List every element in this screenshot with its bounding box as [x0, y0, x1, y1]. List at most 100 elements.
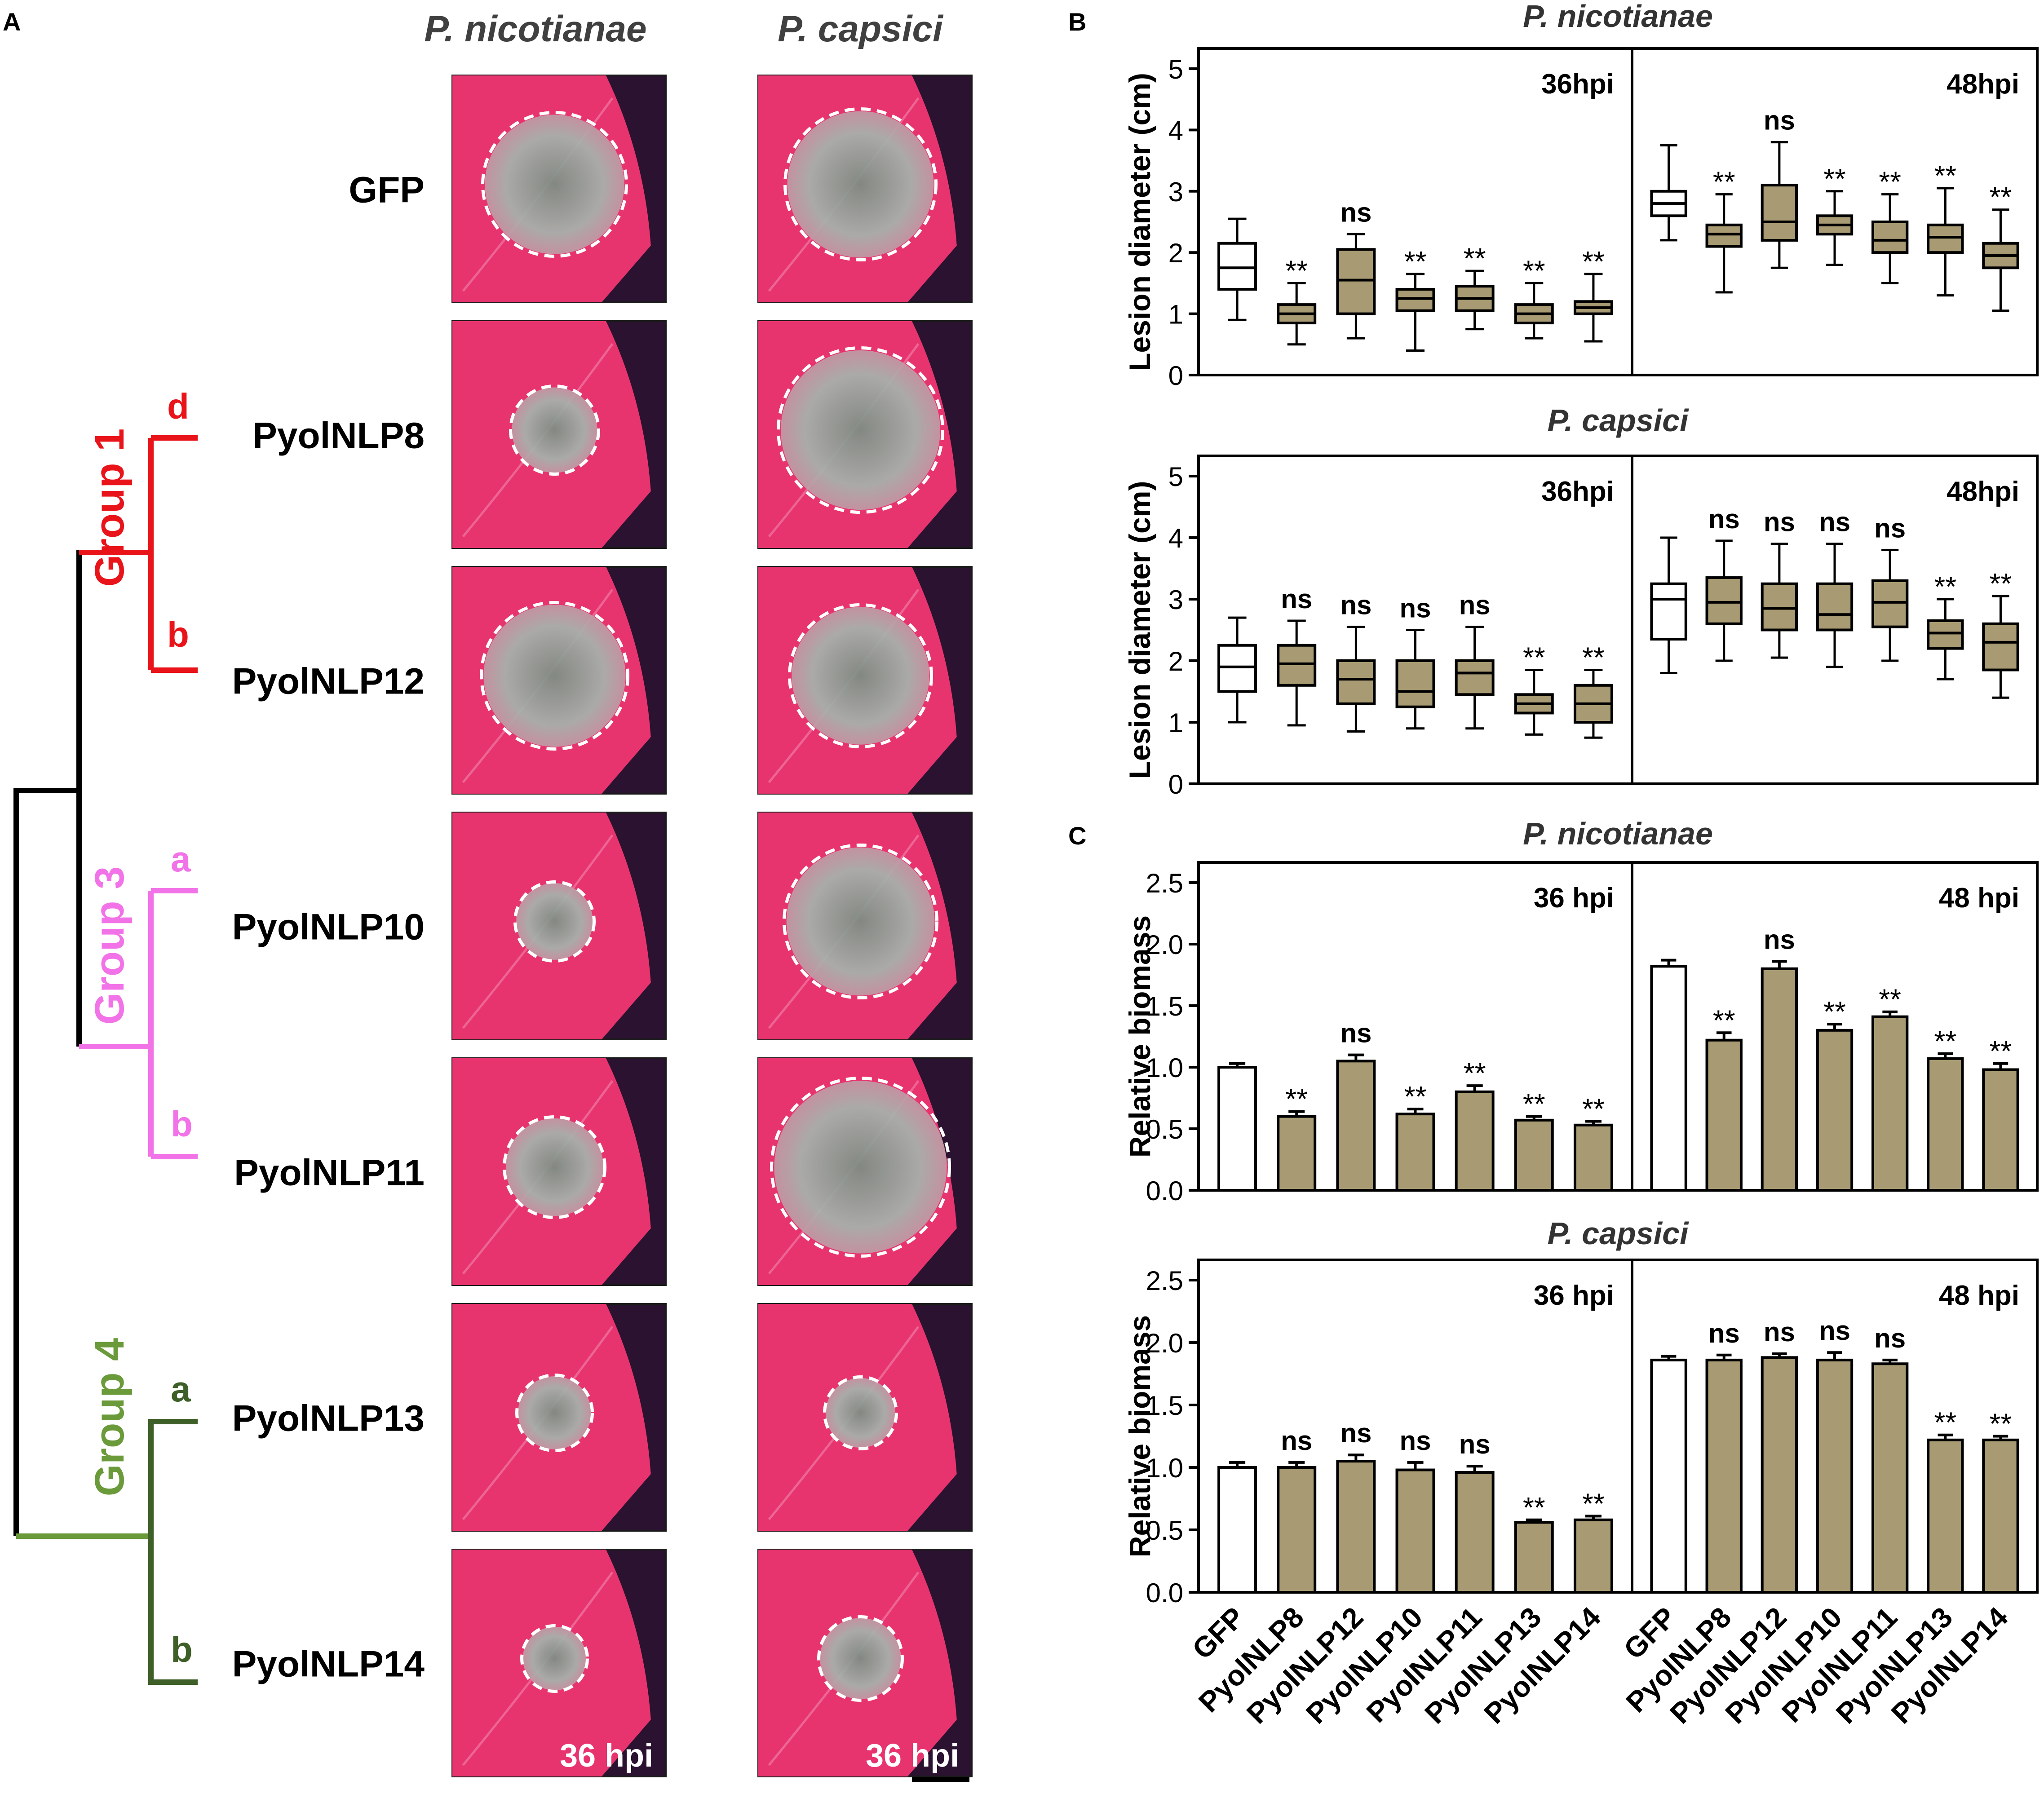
significance-pyolnlp12: ns: [1340, 197, 1372, 227]
significance-pyolnlp11: ns: [1459, 590, 1491, 620]
box-pyolnlp11: [1455, 659, 1495, 696]
error-bar-pyolnlp12: [1348, 1453, 1364, 1462]
leaf-photo-nicotianae-pyolnlp11: [451, 1057, 667, 1286]
significance-pyolnlp13: **: [1523, 254, 1545, 287]
y-axis-label: Relative biomass: [1123, 915, 1156, 1157]
lesion: [485, 115, 624, 254]
significance-pyolnlp8: ns: [1281, 584, 1312, 614]
bar-pyolnlp14: [1982, 1068, 2019, 1192]
significance-pyolnlp11: ns: [1459, 1429, 1491, 1459]
bar-gfp: [1650, 965, 1687, 1192]
error-bar-pyolnlp14: [1585, 1515, 1602, 1520]
group4-label: Group 4: [87, 1338, 133, 1497]
significance-pyolnlp13: **: [1934, 159, 1956, 192]
plot-frame: [1197, 455, 2039, 785]
lesion: [787, 111, 934, 258]
bar-pyolnlp12: [1761, 967, 1798, 1192]
row-label-pyolnlp11: PyolNLP11: [234, 1153, 425, 1193]
box-pyolnlp10: [1395, 659, 1435, 708]
bar-pyolnlp13: [1927, 1057, 1964, 1192]
significance-pyolnlp14: **: [1582, 641, 1605, 674]
whisker-pyolnlp12: [1770, 141, 1788, 269]
chart-lesion-capsici: P. capsici Lesion diameter (cm) 0 1 2 3 4 5 36hp…: [1123, 403, 2039, 800]
plot-frame: [1197, 47, 2039, 376]
box-pyolnlp13: [1927, 619, 1964, 650]
facet-label-1: 48hpi: [1947, 476, 2019, 507]
chart-biomass-nicotianae: P. nicotianae Relative biomass 0.0 0.5 1.0 1.…: [1123, 816, 2039, 1206]
facet-label-0: 36hpi: [1541, 476, 1614, 507]
lesion: [516, 883, 593, 960]
whisker-pyolnlp14: [1584, 669, 1603, 739]
whisker-pyolnlp13: [1937, 598, 1954, 680]
significance-pyolnlp8: **: [1713, 1004, 1735, 1036]
y-tick-label: 2.5: [1146, 1266, 1183, 1296]
error-bar-pyolnlp12: [1772, 960, 1787, 969]
lesion-outline: [783, 107, 938, 261]
significance-pyolnlp11: ns: [1874, 1323, 1906, 1353]
bar-gfp: [1650, 1358, 1687, 1594]
significance-pyolnlp10: ns: [1399, 593, 1431, 623]
leaf-photo-nicotianae-pyolnlp8: [451, 320, 667, 549]
leaf-photo-capsici-gfp: [757, 75, 973, 303]
significance-pyolnlp13: **: [1523, 1491, 1545, 1524]
lesion: [505, 1118, 604, 1216]
error-bar-pyolnlp14: [1993, 1062, 2009, 1070]
lesion: [483, 605, 626, 747]
lesion-outline: [503, 1115, 606, 1219]
bar-pyolnlp14: [1573, 1123, 1613, 1192]
lesion-outline: [783, 844, 938, 999]
significance-pyolnlp14: **: [1990, 1035, 2012, 1067]
plot-frame: [1197, 861, 2039, 1192]
leaf-photo-nicotianae-pyolnlp14: 36 hpi: [451, 1549, 667, 1777]
bar-pyolnlp8: [1705, 1038, 1743, 1192]
y-tick-label: 3: [1168, 585, 1183, 615]
bar-pyolnlp10: [1816, 1358, 1854, 1594]
whisker-pyolnlp12: [1770, 543, 1788, 659]
group3-label: Group 3: [87, 866, 133, 1025]
whisker-pyolnlp12: [1346, 626, 1365, 733]
bar-pyolnlp10: [1395, 1113, 1435, 1192]
whisker-gfp: [1228, 217, 1247, 321]
group3-clade: [79, 888, 198, 1159]
leaf-photo-capsici-pyolnlp11: [757, 1057, 973, 1286]
significance-pyolnlp11: **: [1879, 166, 1901, 198]
significance-pyolnlp11: **: [1464, 1057, 1486, 1089]
bar-pyolnlp11: [1455, 1471, 1495, 1594]
error-bar-gfp: [1229, 1062, 1246, 1067]
box-pyolnlp12: [1336, 659, 1376, 705]
error-bar-pyolnlp11: [1466, 1465, 1483, 1473]
lesion: [780, 350, 941, 510]
error-bar-pyolnlp10: [1827, 1023, 1842, 1030]
lesion: [522, 1626, 587, 1691]
significance-pyolnlp10: **: [1404, 245, 1427, 278]
whisker-pyolnlp8: [1287, 282, 1306, 346]
whisker-pyolnlp8: [1715, 193, 1733, 294]
significance-pyolnlp12: ns: [1764, 1317, 1795, 1347]
bar-pyolnlp12: [1336, 1060, 1376, 1192]
y-tick-label: 0: [1168, 769, 1183, 800]
timepoint-label-nicotianae: 36 hpi: [560, 1738, 653, 1774]
group1-subclade-d: d: [167, 386, 189, 426]
bar-pyolnlp11: [1871, 1362, 1909, 1594]
box-pyolnlp11: [1871, 579, 1909, 628]
error-bar-pyolnlp13: [1526, 1115, 1542, 1120]
leaf-photo-nicotianae-pyolnlp10: [451, 812, 667, 1040]
bar-pyolnlp13: [1514, 1118, 1554, 1192]
bar-pyolnlp8: [1705, 1358, 1743, 1594]
significance-pyolnlp11: **: [1464, 242, 1486, 274]
box-gfp: [1217, 242, 1257, 291]
leaf-photo-capsici-pyolnlp10: [757, 812, 973, 1040]
lesion-outline: [520, 1624, 589, 1693]
bar-pyolnlp11: [1871, 1015, 1909, 1192]
error-bar-pyolnlp10: [1407, 1461, 1424, 1470]
bar-pyolnlp12: [1761, 1356, 1798, 1594]
whisker-pyolnlp8: [1287, 619, 1306, 727]
facet-label-1: 48hpi: [1947, 69, 2019, 100]
facet-label-0: 36hpi: [1541, 69, 1614, 100]
significance-pyolnlp14: **: [1582, 1487, 1605, 1520]
group4-subclade-a: a: [171, 1369, 191, 1409]
box-pyolnlp11: [1871, 221, 1909, 254]
box-pyolnlp8: [1705, 576, 1743, 625]
significance-pyolnlp11: **: [1879, 983, 1901, 1016]
significance-pyolnlp8: **: [1285, 254, 1308, 287]
